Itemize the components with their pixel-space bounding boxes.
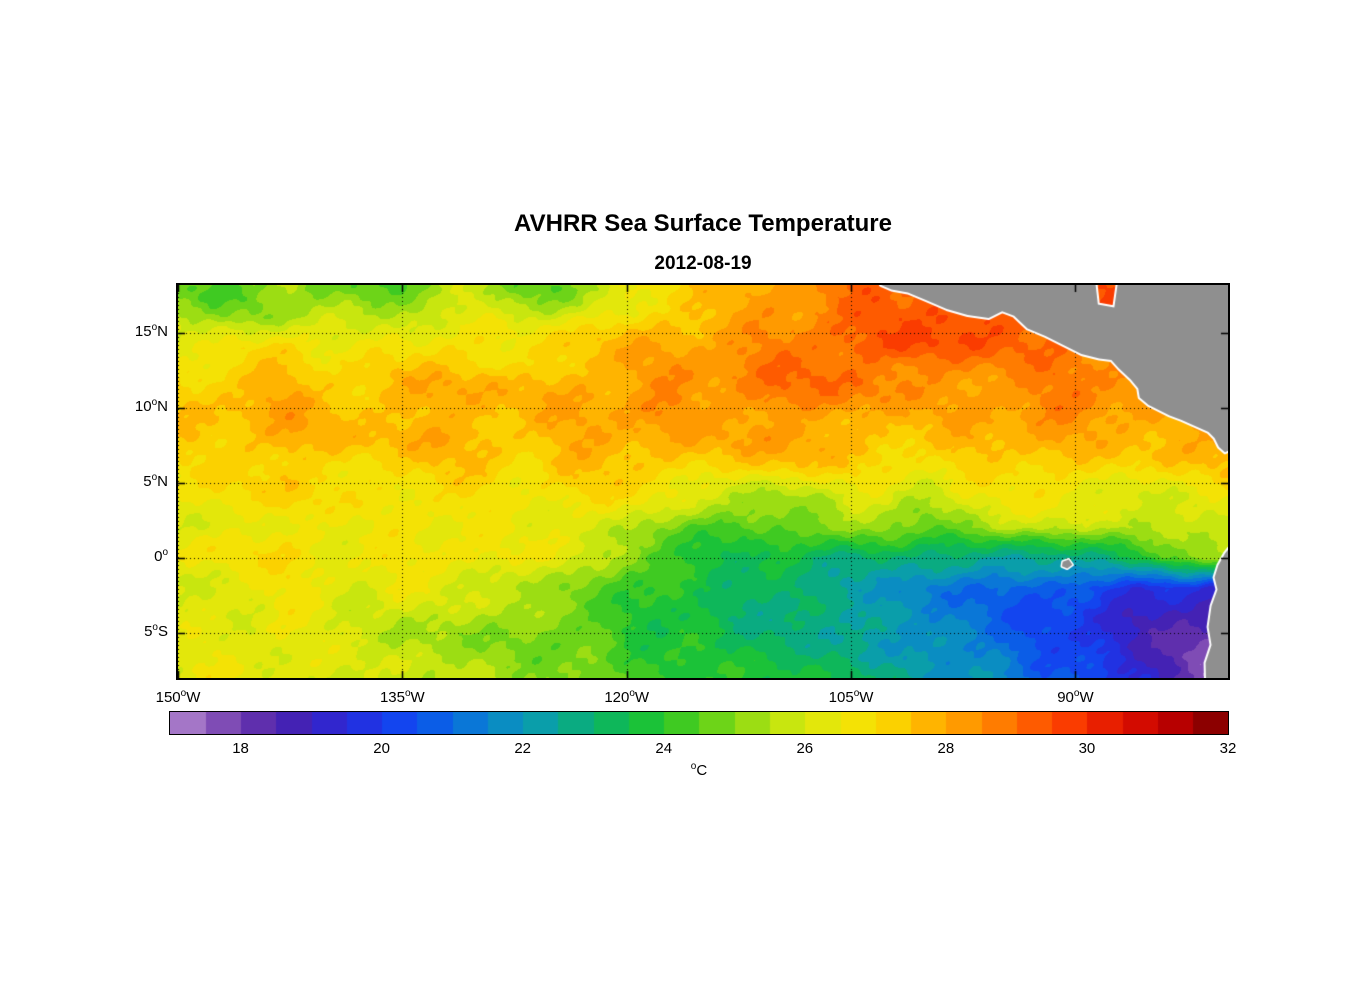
y-tick-label: 5oS [144, 622, 168, 641]
colorbar-tick-label: 32 [1219, 740, 1237, 757]
y-tick-label: 15oN [134, 322, 168, 341]
colorbar-tick-label: 28 [937, 740, 955, 757]
sst-heatmap-canvas [178, 285, 1228, 678]
colorbar-tick-label: 22 [514, 740, 531, 757]
y-tick-label: 0o [154, 547, 168, 566]
colorbar-tick-label: 26 [796, 740, 814, 757]
colorbar-tick-label: 20 [373, 740, 390, 757]
x-tick-label: 135oW [379, 688, 425, 707]
colorbar-tick-label: 24 [655, 740, 673, 757]
y-tick-label: 10oN [134, 397, 168, 416]
x-tick-label: 120oW [604, 688, 650, 707]
x-tick-label: 105oW [828, 688, 874, 707]
x-tick-label: 150oW [155, 688, 201, 707]
y-tick-label: 5oN [143, 472, 168, 491]
colorbar-unit-label: oC [690, 761, 708, 780]
colorbar [169, 711, 1229, 735]
map-plot-area [176, 283, 1230, 680]
chart-title: AVHRR Sea Surface Temperature [514, 210, 892, 237]
colorbar-tick-label: 30 [1078, 740, 1096, 757]
colorbar-tick-label: 18 [232, 740, 249, 757]
x-tick-label: 90oW [1057, 688, 1094, 707]
colorbar-canvas [170, 712, 1228, 734]
chart-subtitle: 2012-08-19 [654, 253, 752, 274]
